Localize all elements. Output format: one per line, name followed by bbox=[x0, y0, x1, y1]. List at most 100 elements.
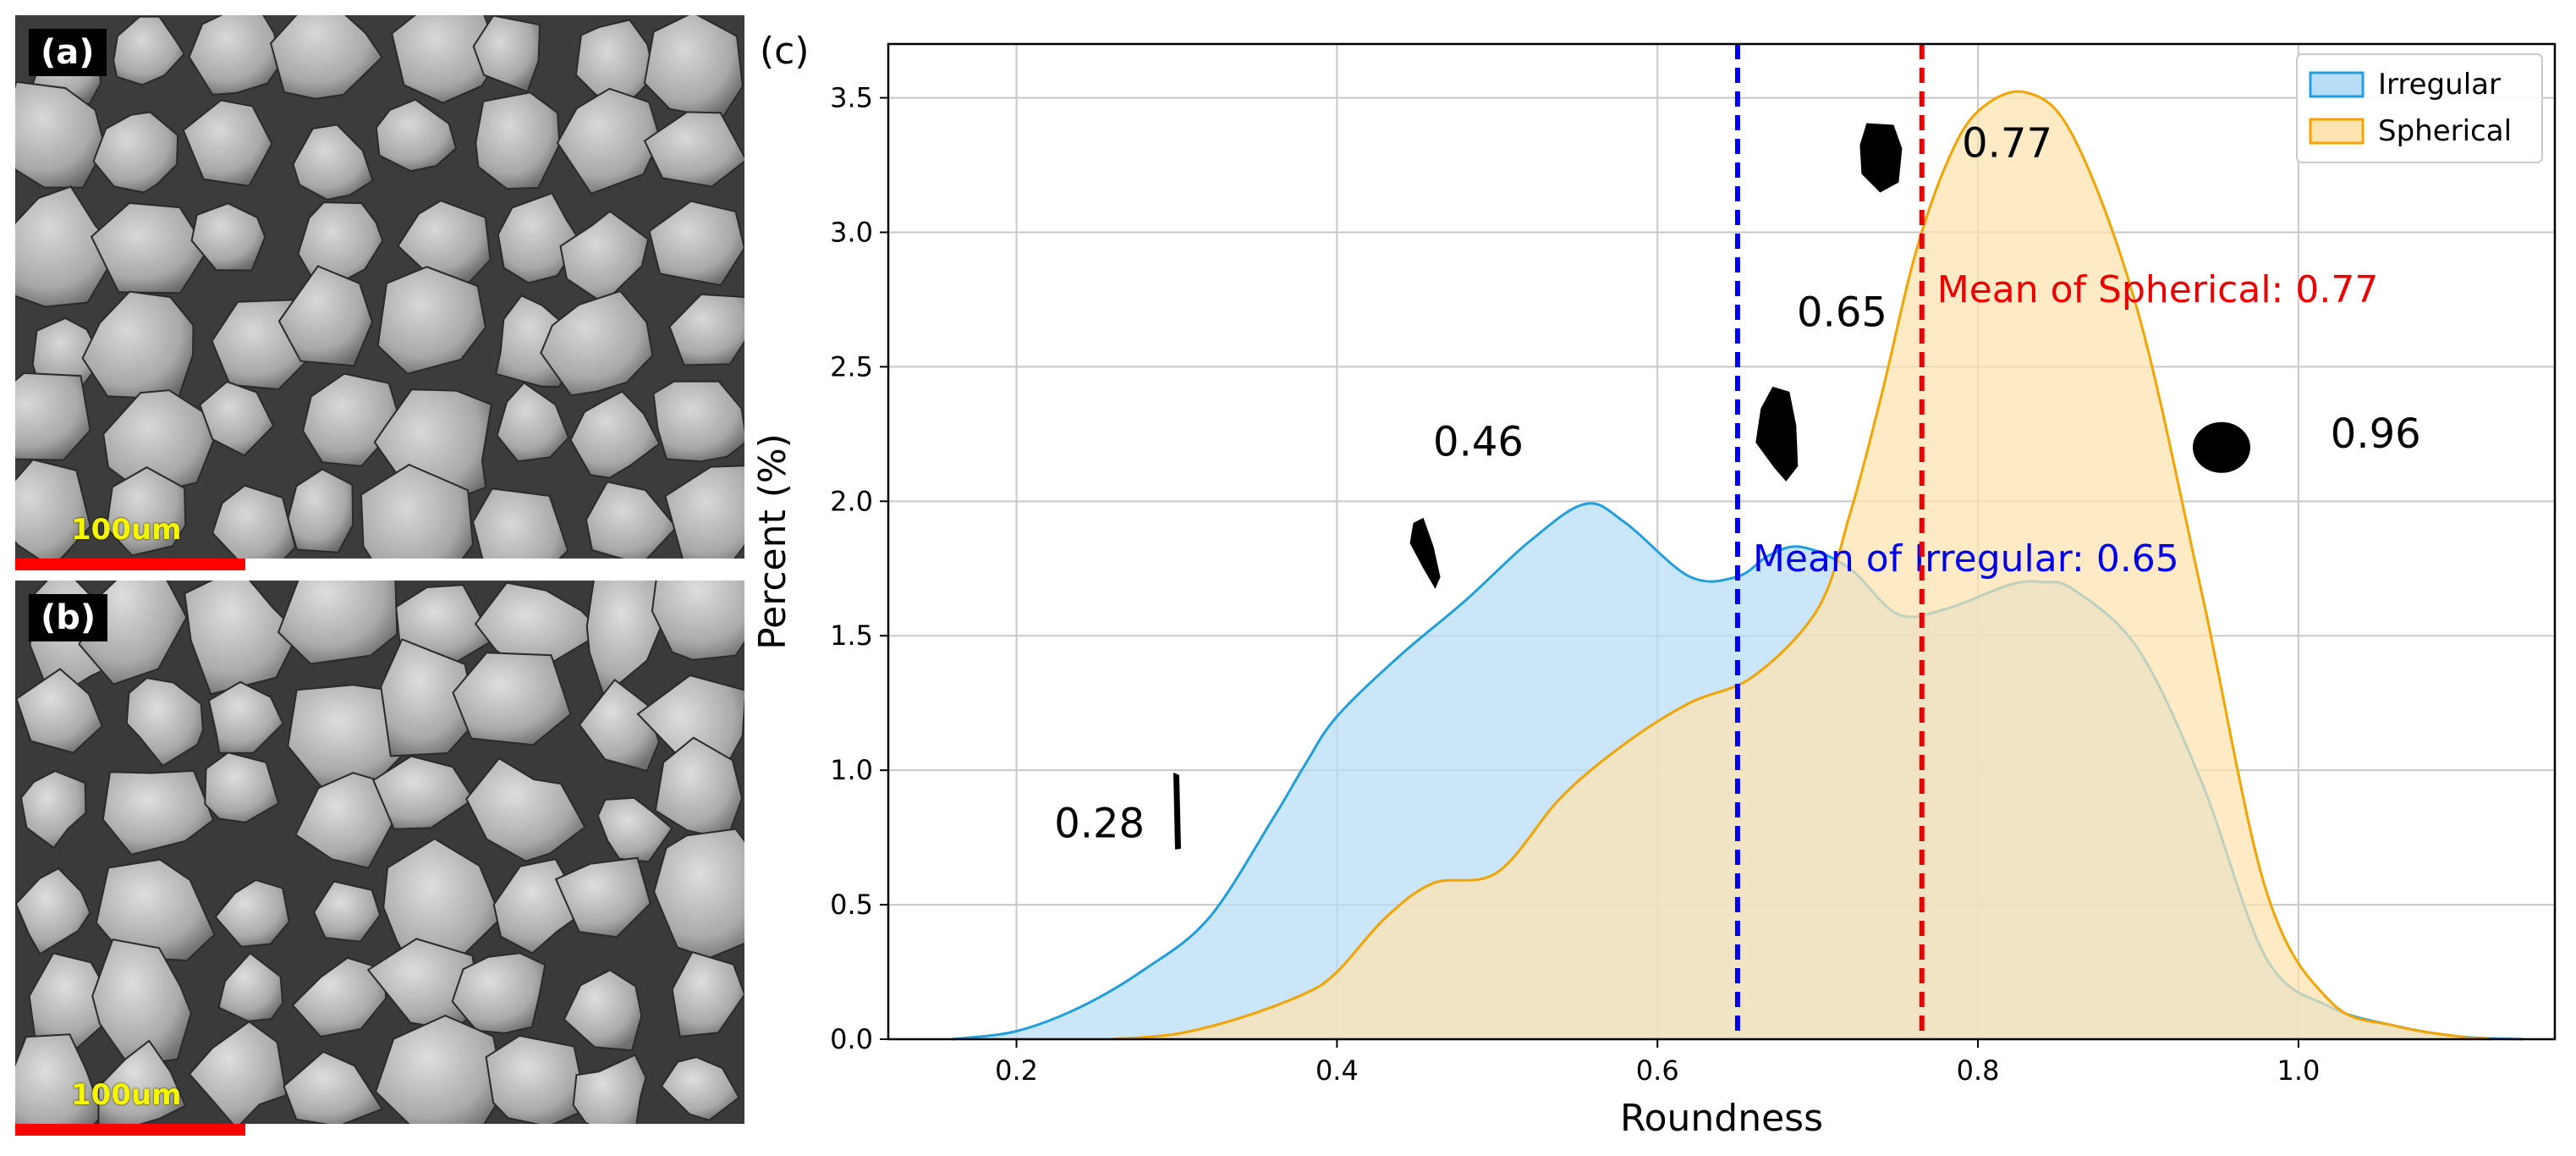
particle bbox=[664, 465, 744, 559]
particle bbox=[15, 458, 91, 559]
roundness-annotation: 0.28 bbox=[1054, 801, 1145, 848]
particle bbox=[472, 15, 541, 93]
particle bbox=[113, 15, 186, 86]
particle bbox=[287, 468, 354, 553]
particle bbox=[90, 201, 209, 295]
particle bbox=[485, 1034, 589, 1124]
particle bbox=[277, 265, 374, 367]
particle-silhouettes bbox=[1173, 123, 2250, 850]
particle bbox=[572, 1054, 647, 1124]
legend-swatch-irregular bbox=[2309, 71, 2365, 98]
particle bbox=[372, 755, 475, 830]
particle bbox=[125, 677, 205, 768]
particle bbox=[651, 581, 744, 661]
x-tick-label: 0.6 bbox=[1636, 1054, 1679, 1087]
y-tick-label: 2.0 bbox=[830, 485, 873, 517]
particle bbox=[668, 293, 744, 366]
particle bbox=[188, 1021, 288, 1124]
particle bbox=[204, 751, 280, 823]
silhouette-0.96 bbox=[2193, 421, 2250, 473]
scale-label-a: 100um bbox=[71, 513, 182, 547]
y-tick-label: 1.0 bbox=[830, 754, 873, 786]
x-tick-label: 0.4 bbox=[1315, 1054, 1359, 1087]
particle bbox=[211, 484, 297, 559]
y-tick-label: 0.0 bbox=[830, 1023, 873, 1055]
particle bbox=[217, 951, 284, 1022]
particle bbox=[451, 952, 547, 1034]
area-fill-spherical bbox=[1112, 91, 2491, 1039]
sem-image-a: (a) 100um bbox=[15, 15, 744, 559]
roundness-annotation: 0.96 bbox=[2331, 410, 2421, 458]
particle bbox=[563, 969, 643, 1052]
particle bbox=[182, 99, 273, 187]
density-areas bbox=[952, 90, 2524, 1041]
annotations: 0.28 0.46 0.65 0.77 0.96 bbox=[1054, 119, 2420, 847]
scale-bar-b bbox=[15, 1124, 245, 1136]
particle bbox=[297, 201, 384, 288]
panel-label-a: (a) bbox=[29, 29, 107, 76]
particle bbox=[643, 111, 744, 188]
particle bbox=[376, 266, 486, 375]
mean-label-spherical: Mean of Spherical: 0.77 bbox=[1937, 268, 2379, 311]
particle bbox=[497, 192, 581, 284]
plot-frame bbox=[887, 42, 2557, 1041]
particle bbox=[269, 15, 383, 100]
particle bbox=[472, 487, 569, 559]
particle bbox=[313, 880, 382, 943]
mean-lines: Mean of Irregular: 0.65 Mean of Spherical… bbox=[1734, 44, 2379, 1039]
y-tick-label: 1.5 bbox=[830, 619, 873, 652]
y-tick-label: 3.5 bbox=[830, 82, 873, 114]
panel-label-b: (b) bbox=[29, 594, 108, 641]
particle bbox=[102, 769, 215, 856]
particle bbox=[374, 1015, 506, 1124]
legend-label-spherical: Spherical bbox=[2378, 114, 2512, 148]
particle bbox=[214, 878, 290, 948]
particle bbox=[585, 481, 678, 559]
silhouette-0.46 bbox=[1409, 517, 1441, 589]
x-tick-label: 0.2 bbox=[995, 1054, 1038, 1087]
x-axis-label: Roundness bbox=[1620, 1097, 1823, 1140]
particle bbox=[648, 200, 744, 287]
particle bbox=[15, 867, 91, 955]
roundness-density-chart: (c) Mean of Irregular: 0.65 Mean of Spher… bbox=[751, 30, 2557, 1140]
sem-image-b: (b) 100um bbox=[15, 581, 744, 1124]
particle bbox=[375, 98, 458, 173]
particle bbox=[19, 770, 87, 850]
particle bbox=[554, 856, 651, 939]
legend-label-irregular: Irregular bbox=[2378, 68, 2501, 102]
particle bbox=[556, 87, 662, 195]
roundness-annotation: 0.65 bbox=[1797, 289, 1887, 337]
particle bbox=[360, 463, 475, 559]
particle bbox=[578, 678, 660, 773]
particle bbox=[475, 91, 561, 190]
particle bbox=[207, 680, 284, 754]
particle bbox=[496, 381, 570, 463]
particle bbox=[15, 668, 103, 754]
particle bbox=[95, 858, 216, 962]
particle bbox=[184, 581, 300, 696]
x-tick-label: 1.0 bbox=[2277, 1054, 2320, 1087]
particle bbox=[199, 380, 275, 457]
particle bbox=[28, 952, 119, 1049]
roundness-annotation: 0.77 bbox=[1962, 119, 2052, 167]
particle bbox=[277, 581, 398, 665]
particle bbox=[97, 1039, 187, 1124]
scale-bar-a bbox=[15, 559, 245, 570]
panel-label-c: (c) bbox=[760, 30, 810, 73]
y-axis-label: Percent (%) bbox=[751, 433, 794, 650]
particle bbox=[105, 466, 187, 557]
scale-label-b: 100um bbox=[71, 1078, 182, 1112]
particle bbox=[15, 372, 91, 461]
legend-swatch-spherical bbox=[2309, 118, 2365, 145]
particle bbox=[540, 289, 654, 397]
legend: Irregular Spherical bbox=[2296, 53, 2543, 163]
particle bbox=[465, 757, 586, 862]
mean-label-irregular: Mean of Irregular: 0.65 bbox=[1753, 537, 2179, 581]
silhouette-0.77 bbox=[1859, 123, 1903, 193]
particle bbox=[652, 380, 744, 463]
x-tick-label: 0.8 bbox=[1957, 1054, 2000, 1087]
particle bbox=[292, 124, 374, 201]
particle bbox=[569, 390, 661, 479]
axes: 0.2 0.4 0.6 0.8 1.0 0.0 0.5 1.0 1.5 2.0 2.5 3.0 3.5 bbox=[830, 42, 2557, 1087]
